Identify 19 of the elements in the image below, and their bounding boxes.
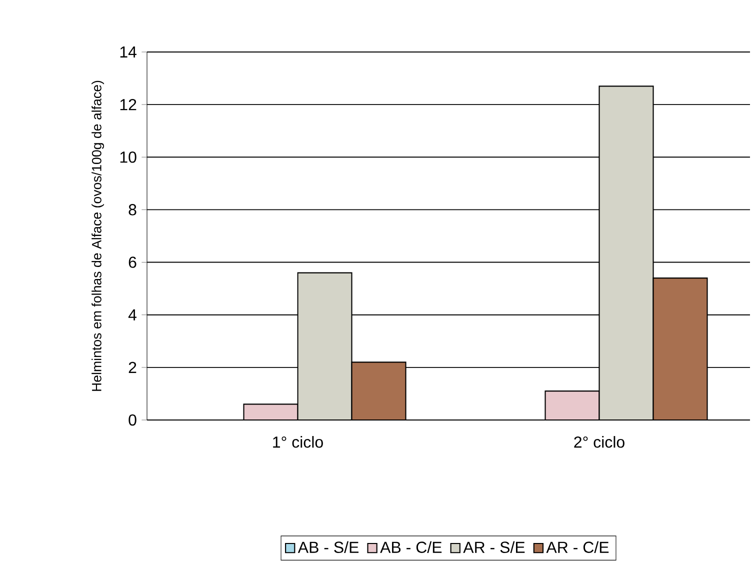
legend-label: AR - S/E [463,541,525,553]
y-tick-label: 2 [128,362,136,373]
y-tick-label: 6 [128,256,136,268]
y-tick-label: 12 [120,98,136,110]
y-axis-title: Helmintos em folhas de Alface (ovos/100g de alface) [92,80,104,391]
bar [243,404,298,420]
legend-label: AB - S/E [298,541,359,553]
y-tick-label: 0 [128,414,136,426]
y-tick-label: 10 [120,151,136,163]
x-tick-label: 2° ciclo [574,436,624,448]
y-tick-label: 4 [128,309,136,320]
y-tick-label: 14 [120,46,136,58]
legend-label: AB - C/E [380,541,442,553]
x-tick-label: 1° ciclo [273,436,323,448]
y-tick-label: 8 [128,204,136,216]
bar [598,86,654,420]
bar [297,272,352,420]
legend-label: AR - C/E [546,541,609,553]
bar [544,390,600,420]
